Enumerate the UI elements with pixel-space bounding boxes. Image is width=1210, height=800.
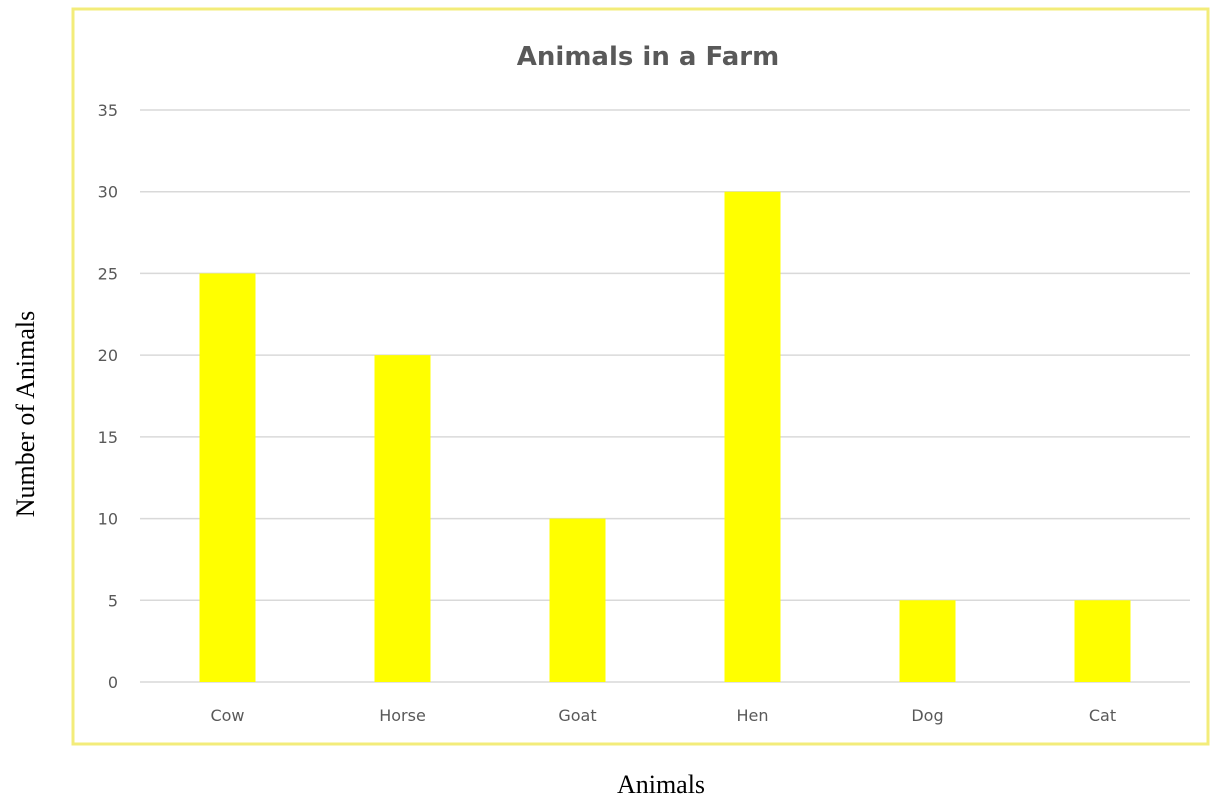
- y-tick-label: 0: [108, 673, 118, 692]
- y-tick-label: 15: [98, 428, 118, 447]
- chart-title: Animals in a Farm: [517, 42, 779, 72]
- gridlines: [140, 109, 1190, 683]
- bar-horse: [374, 355, 431, 682]
- y-tick-label: 5: [108, 591, 118, 610]
- x-axis-ticks: Cow Horse Goat Hen Dog Cat: [210, 706, 1116, 725]
- y-tick-label: 30: [98, 183, 118, 202]
- x-tick-label: Goat: [558, 706, 596, 725]
- y-tick-label: 10: [98, 510, 118, 529]
- x-axis-title: Animals: [617, 770, 705, 799]
- y-tick-label: 25: [98, 264, 118, 283]
- bar-goat: [549, 518, 606, 682]
- bar-hen: [724, 191, 781, 682]
- bar-cow: [199, 273, 256, 682]
- x-tick-label: Hen: [736, 706, 768, 725]
- x-tick-label: Dog: [911, 706, 943, 725]
- y-axis-title: Number of Animals: [11, 311, 40, 518]
- bar-dog: [899, 600, 956, 682]
- bars: [199, 191, 1131, 682]
- chart-frame: [71, 7, 1210, 746]
- x-tick-label: Cat: [1089, 706, 1116, 725]
- x-tick-label: Horse: [379, 706, 426, 725]
- x-tick-label: Cow: [210, 706, 244, 725]
- y-tick-label: 20: [98, 346, 118, 365]
- y-axis-ticks: 0 5 10 15 20 25 30 35: [98, 101, 118, 692]
- y-tick-label: 35: [98, 101, 118, 120]
- bar-cat: [1074, 600, 1131, 682]
